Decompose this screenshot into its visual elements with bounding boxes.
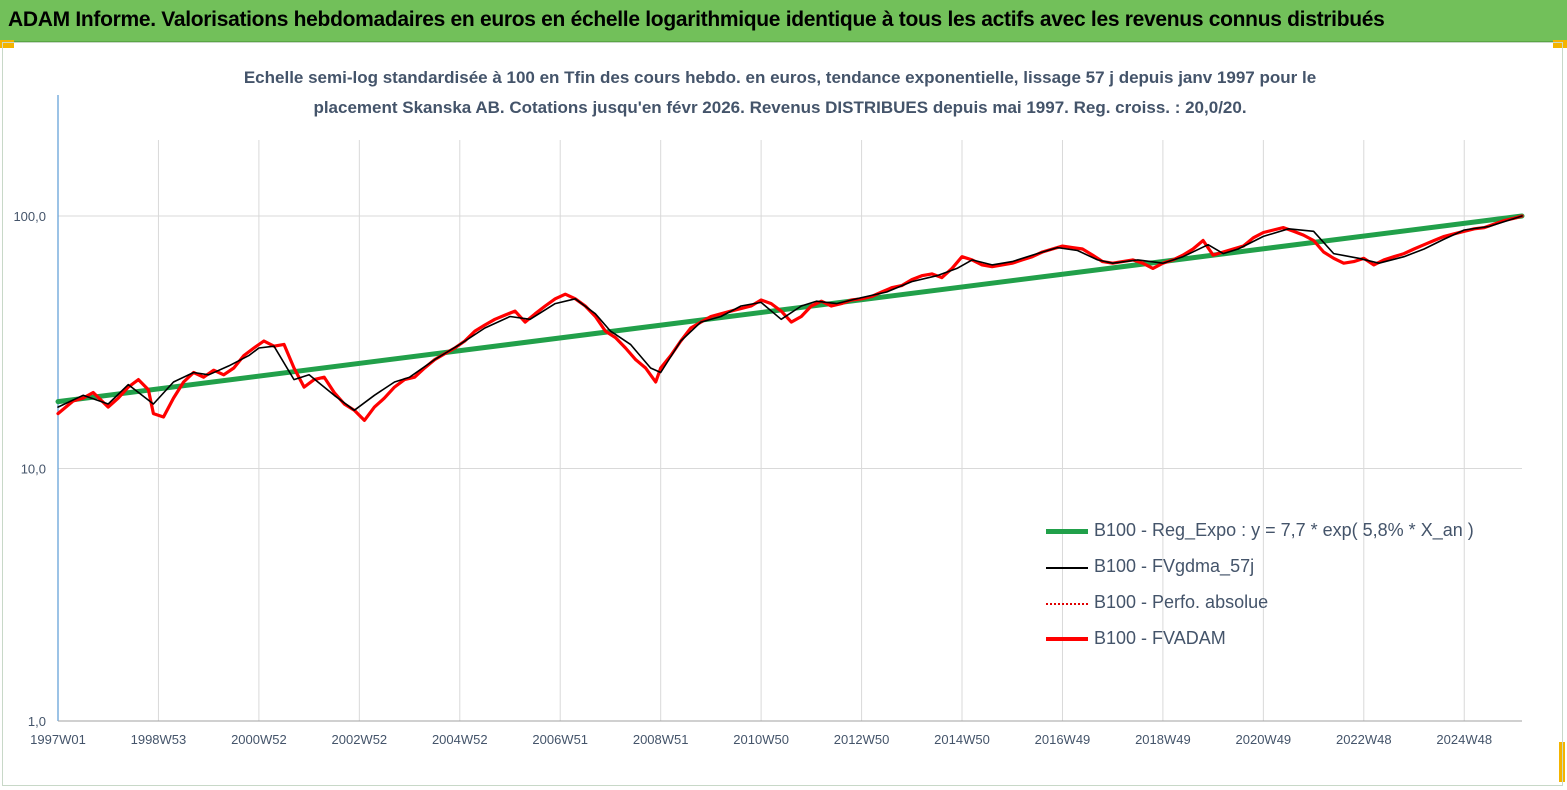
- chart-title-line-2: placement Skanska AB. Cotations jusqu'en…: [313, 98, 1247, 117]
- x-tick-label: 2020W49: [1236, 732, 1292, 747]
- x-tick-label: 2024W48: [1436, 732, 1492, 747]
- y-tick-label: 1,0: [28, 714, 46, 729]
- legend-item-fvgdma: B100 - FVgdma_57j: [1040, 551, 1510, 587]
- x-tick-label: 2018W49: [1135, 732, 1191, 747]
- corner-marker-left: [0, 40, 14, 48]
- chart-legend: B100 - Reg_Expo : y = 7,7 * exp( 5,8% * …: [1040, 515, 1510, 659]
- x-tick-label: 2000W52: [231, 732, 287, 747]
- x-tick-label: 2014W50: [934, 732, 990, 747]
- series-fvgdma-line: [57, 215, 1523, 412]
- report-header: ADAM Informe. Valorisations hebdomadaire…: [0, 0, 1567, 42]
- legend-label-fvgdma: B100 - FVgdma_57j: [1094, 556, 1255, 576]
- x-tick-label: 2008W51: [633, 732, 689, 747]
- x-tick-label: 2002W52: [332, 732, 388, 747]
- x-tick-label: 2006W51: [532, 732, 588, 747]
- series-fvadam-line: [56, 214, 1524, 422]
- report-title: ADAM Informe. Valorisations hebdomadaire…: [8, 8, 1385, 31]
- x-tick-label: 2010W50: [733, 732, 789, 747]
- series-reg-expo-line: [55, 213, 1525, 405]
- x-tick-label: 1998W53: [131, 732, 187, 747]
- x-tick-label: 2022W48: [1336, 732, 1392, 747]
- legend-swatch-reg-expo: [1046, 529, 1088, 534]
- chart-title-line-1: Echelle semi-log standardisée à 100 en T…: [243, 68, 1317, 87]
- legend-item-fvadam: B100 - FVADAM: [1040, 623, 1510, 659]
- chart-frame: [2, 42, 1563, 786]
- y-tick-label: 100,0: [13, 209, 46, 224]
- legend-swatch-fvgdma: [1046, 567, 1088, 569]
- x-tick-label: 2012W50: [834, 732, 890, 747]
- legend-swatch-perfo: [1046, 603, 1088, 605]
- legend-label-perfo: B100 - Perfo. absolue: [1094, 592, 1269, 612]
- legend-label-reg-expo: B100 - Reg_Expo : y = 7,7 * exp( 5,8% * …: [1094, 520, 1474, 540]
- x-tick-label: 2016W49: [1035, 732, 1091, 747]
- legend-label-fvadam: B100 - FVADAM: [1094, 628, 1226, 648]
- x-tick-label: 1997W01: [30, 732, 86, 747]
- legend-item-reg-expo: B100 - Reg_Expo : y = 7,7 * exp( 5,8% * …: [1040, 515, 1510, 551]
- corner-marker-right: [1553, 40, 1567, 48]
- legend-item-perfo: B100 - Perfo. absolue: [1040, 587, 1510, 623]
- legend-swatch-fvadam: [1046, 637, 1088, 641]
- y-tick-label: 10,0: [21, 462, 46, 477]
- x-tick-label: 2004W52: [432, 732, 488, 747]
